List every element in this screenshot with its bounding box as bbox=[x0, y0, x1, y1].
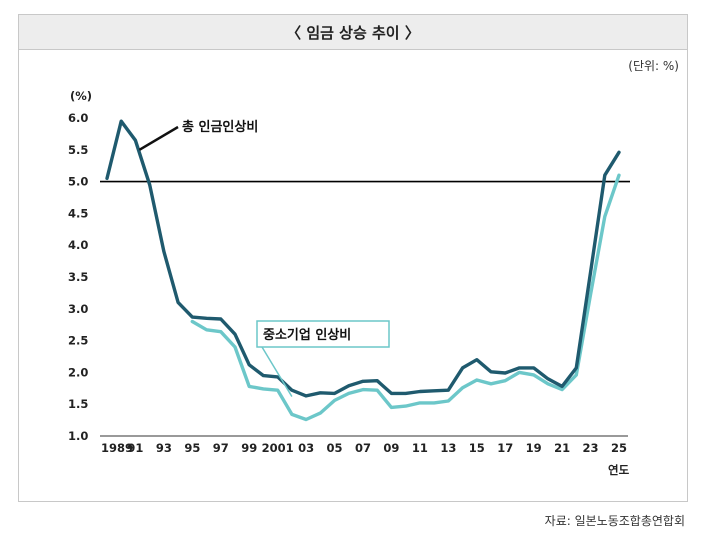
x-tick-label: 17 bbox=[497, 441, 513, 455]
x-tick-label: 15 bbox=[469, 441, 485, 455]
x-tick-label: 19 bbox=[526, 441, 542, 455]
y-tick-label: 4.0 bbox=[68, 238, 88, 252]
y-tick-label: 2.0 bbox=[68, 365, 88, 379]
x-tick-label: 93 bbox=[156, 441, 172, 455]
callout-leader-total bbox=[138, 125, 179, 151]
x-tick-label: 25 bbox=[611, 441, 627, 455]
chart-frame: 〈 임금 상승 추이 〉 (단위: %) bbox=[18, 14, 688, 502]
x-tick-label: 05 bbox=[327, 441, 343, 455]
series-line-total bbox=[105, 119, 621, 398]
x-tick-label: 11 bbox=[412, 441, 428, 455]
x-tick-label: 99 bbox=[241, 441, 257, 455]
x-tick-label: 23 bbox=[583, 441, 599, 455]
x-tick-label: 2001 bbox=[262, 441, 294, 455]
callout-leader-sme bbox=[261, 346, 293, 397]
x-tick-label: 09 bbox=[383, 441, 399, 455]
x-tick-label: 97 bbox=[213, 441, 229, 455]
y-tick-label: 1.0 bbox=[68, 429, 88, 443]
y-tick-label: 4.5 bbox=[68, 206, 88, 220]
x-tick-label: 07 bbox=[355, 441, 371, 455]
unit-label: (단위: %) bbox=[628, 59, 679, 73]
y-tick-label: 2.5 bbox=[68, 334, 88, 348]
series-label-sme: 중소기업 인상비 bbox=[263, 327, 351, 343]
y-tick-label: 3.5 bbox=[68, 270, 88, 284]
x-tick-label: 95 bbox=[184, 441, 200, 455]
series-line-sme bbox=[190, 173, 621, 422]
y-tick-label: 1.5 bbox=[68, 397, 88, 411]
x-tick-label: 13 bbox=[440, 441, 456, 455]
x-tick-label: 21 bbox=[554, 441, 570, 455]
y-axis-label: (%) bbox=[70, 89, 92, 103]
x-tick-label: 1989 bbox=[101, 441, 133, 455]
y-tick-label: 5.5 bbox=[68, 143, 88, 157]
series-label-total: 총 인금인상비 bbox=[182, 119, 258, 135]
x-axis-label: 연도 bbox=[608, 463, 630, 477]
y-tick-label: 5.0 bbox=[68, 175, 88, 189]
chart-title: 〈 임금 상승 추이 〉 bbox=[19, 15, 687, 50]
y-tick-label: 3.0 bbox=[68, 302, 88, 316]
y-tick-label: 6.0 bbox=[68, 111, 88, 125]
callout-box-sme bbox=[256, 320, 390, 348]
x-tick-label: 91 bbox=[127, 441, 143, 455]
x-tick-label: 03 bbox=[298, 441, 314, 455]
source-label: 자료: 일본노동조합총연합회 bbox=[544, 514, 685, 528]
